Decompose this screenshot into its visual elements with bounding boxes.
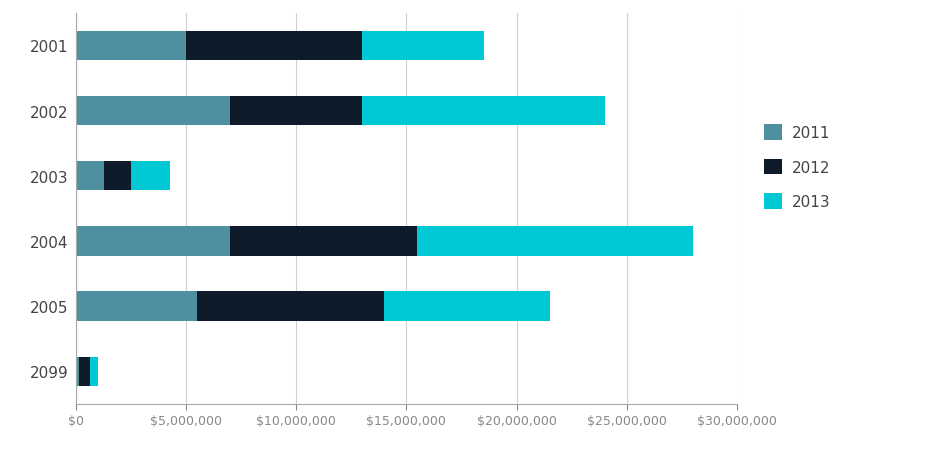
Bar	[229, 227, 417, 256]
Bar	[229, 97, 362, 126]
Bar	[76, 292, 196, 321]
Bar	[76, 32, 186, 61]
Bar	[362, 32, 483, 61]
Bar	[79, 357, 90, 386]
Bar	[417, 227, 692, 256]
Bar	[76, 162, 104, 191]
Bar	[76, 227, 229, 256]
Bar	[104, 162, 130, 191]
Bar	[362, 97, 604, 126]
Bar	[196, 292, 384, 321]
Bar	[130, 162, 170, 191]
Bar	[384, 292, 549, 321]
Bar	[76, 357, 79, 386]
Bar	[76, 97, 229, 126]
Bar	[186, 32, 362, 61]
Bar	[90, 357, 97, 386]
Legend: 2011, 2012, 2013: 2011, 2012, 2013	[757, 119, 835, 216]
